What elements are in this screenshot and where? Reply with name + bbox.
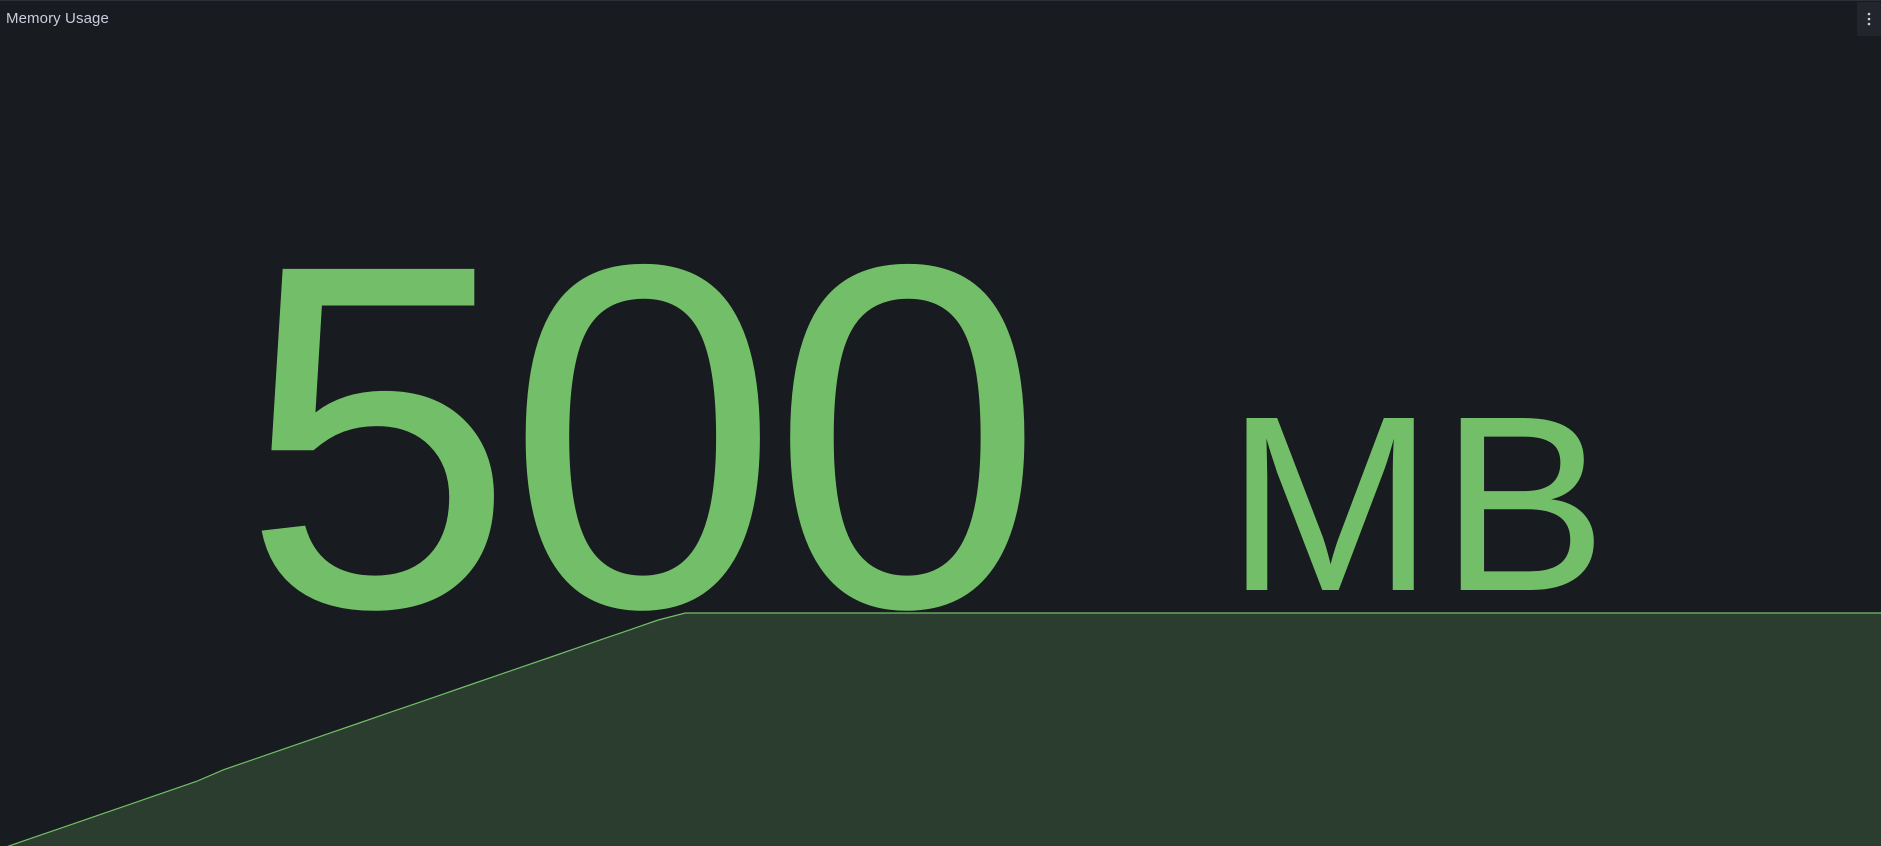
kebab-vertical-icon xyxy=(1867,12,1871,26)
panel-title: Memory Usage xyxy=(6,10,109,27)
sparkline-line xyxy=(7,612,1881,846)
panel-header: Memory Usage xyxy=(0,1,1881,37)
panel-menu-button[interactable] xyxy=(1857,2,1881,36)
sparkline-area xyxy=(8,613,1881,846)
